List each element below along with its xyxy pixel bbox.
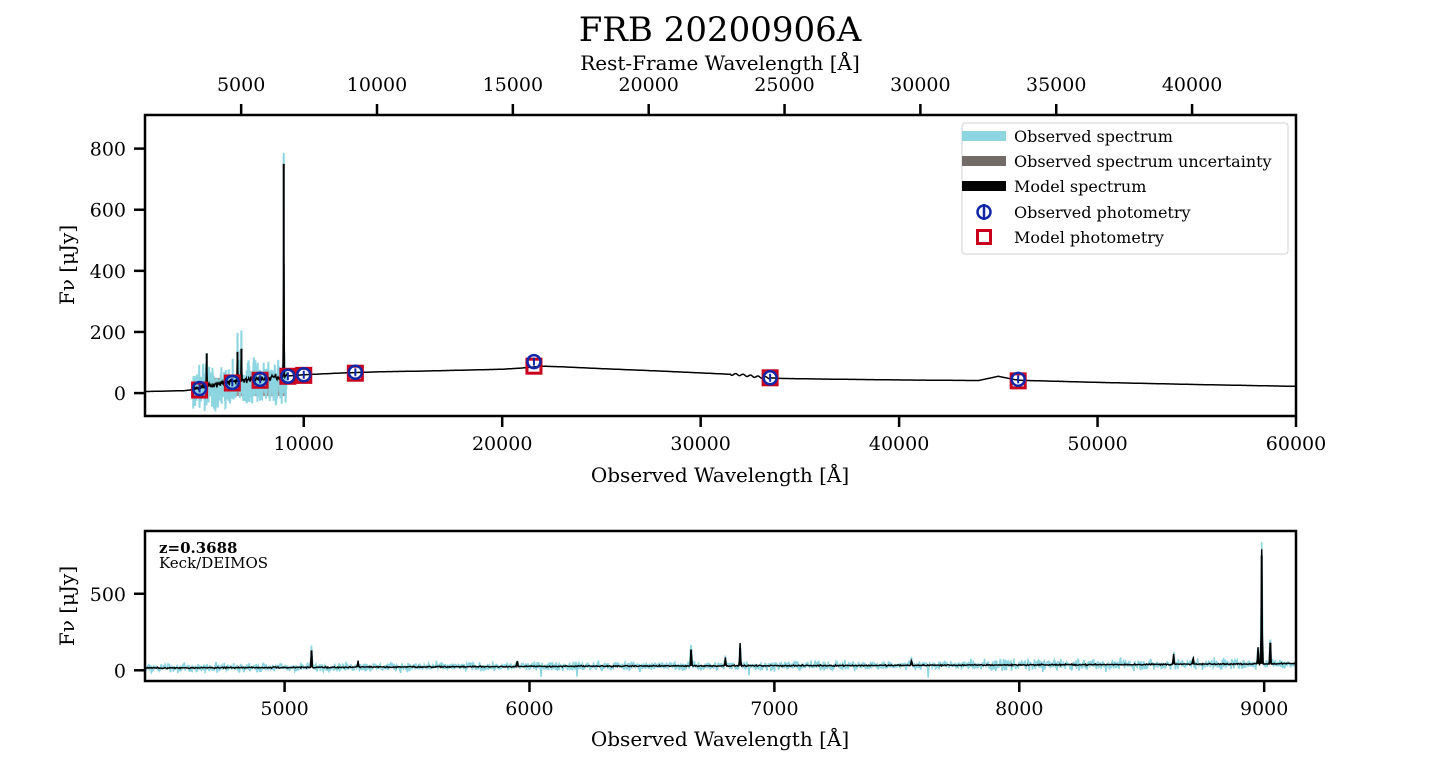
sed-x-tick-label: 20000: [472, 433, 532, 455]
sed-x-tick-label: 50000: [1067, 433, 1127, 455]
sed-top-x-tick-label: 20000: [618, 74, 678, 96]
sed-top-x-tick-label: 5000: [217, 74, 265, 96]
observed-photometry-point: [1010, 371, 1026, 388]
sed-top-x-tick-label: 15000: [483, 74, 543, 96]
sed-x-tick-label: 10000: [274, 433, 334, 455]
sed-y-axis-label: Fν [μJy]: [55, 225, 79, 305]
spectrum-y-axis-label: Fν [μJy]: [55, 566, 79, 646]
observed-photometry-point: [252, 371, 268, 388]
observed-photometry-point: [762, 370, 778, 386]
observed-photometry-point: [280, 368, 296, 385]
observed-photometry-point: [191, 380, 208, 397]
legend-model-photometry-label: Model photometry: [1014, 228, 1164, 247]
spectrum-x-tick-label: 9000: [1240, 698, 1288, 720]
sed-legend: Observed spectrum Observed spectrum unce…: [961, 122, 1289, 255]
sed-y-tick-label: 0: [114, 383, 126, 405]
legend-observed-photometry-marker: [976, 204, 992, 220]
sed-top-x-tick-label: 25000: [754, 74, 814, 96]
spectrum-x-axis-label: Observed Wavelength [Å]: [591, 726, 849, 751]
sed-x-axis-label: Observed Wavelength [Å]: [591, 462, 849, 487]
spectrum-panel-frame: [143, 529, 1298, 683]
sed-x-tick-label: 60000: [1266, 433, 1326, 455]
sed-top-x-tick-label: 35000: [1026, 74, 1086, 96]
sed-x-tick-label: 30000: [670, 433, 730, 455]
legend-observed-spectrum-label: Observed spectrum: [1014, 127, 1173, 146]
sed-y-tick-label: 200: [90, 322, 126, 344]
sed-panel: 10000 20000 30000 40000 50000 60000 0 200 400 600…: [55, 50, 1326, 487]
sed-top-x-axis-label: Rest-Frame Wavelength [Å]: [580, 50, 860, 75]
observed-photometry-point: [526, 353, 542, 370]
legend-observed-spectrum-swatch: [962, 131, 1006, 141]
legend-model-spectrum-label: Model spectrum: [1014, 177, 1146, 196]
sed-y-tick-label: 400: [90, 261, 126, 283]
spectrum-y-tick-label: 0: [114, 660, 126, 682]
sed-y-tick-label: 800: [90, 139, 126, 161]
sed-y-tick-label: 600: [90, 200, 126, 222]
legend-uncertainty-swatch: [962, 156, 1006, 166]
legend-model-photometry-marker: [976, 229, 992, 245]
observed-photometry-point: [296, 366, 312, 383]
legend-observed-photometry-label: Observed photometry: [1014, 203, 1191, 222]
model-spectrum-line: [145, 549, 1296, 670]
sed-top-x-tick-label: 10000: [347, 74, 407, 96]
spectrum-y-tick-label: 500: [90, 584, 126, 606]
spectrum-panel: 5000 6000 7000 8000 9000 0 500 z=0.3688 Keck/D…: [55, 529, 1298, 751]
legend-uncertainty-label: Observed spectrum uncertainty: [1014, 152, 1272, 171]
observed-photometry-point: [347, 364, 364, 381]
legend-model-spectrum-swatch: [962, 181, 1006, 191]
observed-spectrum-line: [145, 541, 1296, 678]
figure-title: FRB 20200906A: [579, 10, 862, 50]
sed-model-spectrum: [145, 263, 1296, 393]
sed-panel-frame: [143, 113, 1298, 418]
observed-photometry-point: [224, 374, 241, 391]
instrument-annotation: Keck/DEIMOS: [159, 554, 268, 572]
redshift-annotation: z=0.3688: [159, 539, 238, 557]
spectrum-x-tick-label: 6000: [505, 698, 553, 720]
sed-top-x-tick-label: 40000: [1162, 74, 1222, 96]
spectrum-x-tick-label: 7000: [750, 698, 798, 720]
sed-x-tick-label: 40000: [869, 433, 929, 455]
spectrum-x-tick-label: 8000: [995, 698, 1043, 720]
sed-top-x-tick-label: 30000: [890, 74, 950, 96]
spectrum-x-tick-label: 5000: [260, 698, 308, 720]
